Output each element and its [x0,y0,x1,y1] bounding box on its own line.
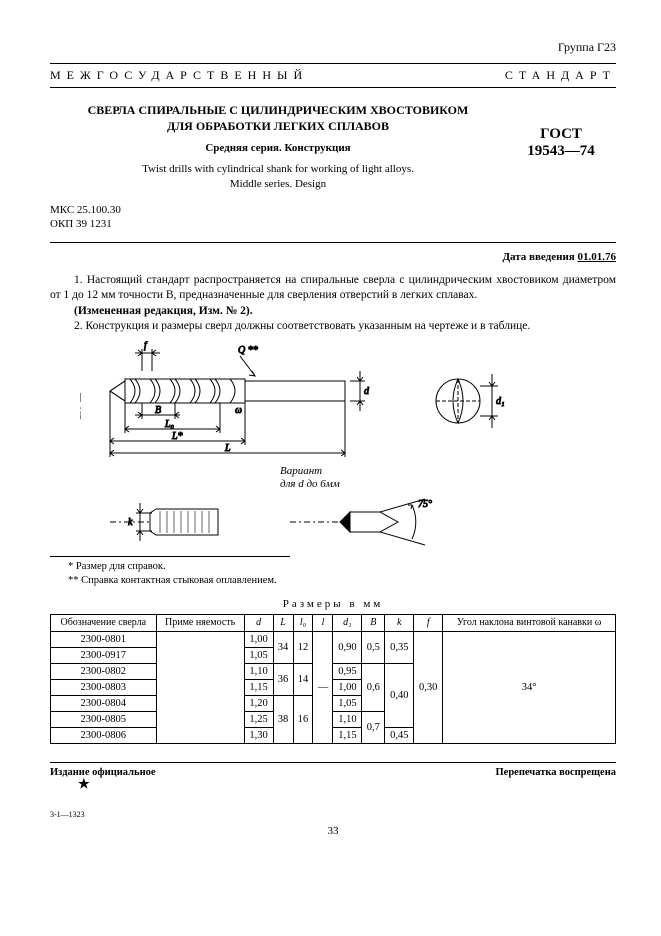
th-l: l [313,615,333,632]
cell: 0,95 [333,664,362,680]
cell: 2300-0806 [51,728,157,744]
cell: 0,6 [362,664,385,712]
separator-line [50,242,616,243]
variant-label-line2: для d до 6мм [280,478,616,491]
cell-usage [156,632,244,744]
cell: 1,25 [244,712,273,728]
th-usage: Приме няемость [156,615,244,632]
cell: 36 [273,664,293,696]
bottom-separator [50,762,616,763]
table-caption: Размеры в мм [50,598,616,610]
cell: 2300-0805 [51,712,157,728]
angle-detail-svg: 75° [290,495,450,550]
angle-75: 75° [418,499,432,510]
intro-date-value: 01.01.76 [578,251,617,263]
group-label: Группа Г23 [50,40,616,55]
cell: 34° [443,632,616,744]
subtitle: Средняя серия. Конструкция [50,142,506,154]
drill-side-view-svg: 130°±2° f Q ** [80,341,370,461]
cell: 1,05 [333,696,362,712]
paragraph-1: 1. Настоящий стандарт распространяется н… [50,273,616,304]
main-title-line2: ДЛЯ ОБРАБОТКИ ЛЕГКИХ СПЛАВОВ [50,118,506,134]
technical-drawing: 130°±2° f Q ** [80,341,616,550]
main-title-line1: СВЕРЛА СПИРАЛЬНЫЕ С ЦИЛИНДРИЧЕСКИМ ХВОСТ… [50,102,506,118]
en-title-line2: Middle series. Design [50,177,506,191]
cell: 34 [273,632,293,664]
table-row: 2300-0801 1,00 34 12 — 0,90 0,5 0,35 0,3… [51,632,616,648]
cell: 12 [293,632,313,664]
th-f: f [414,615,443,632]
footnote-2: ** Справка контактная стыковая оплавлени… [50,574,290,588]
page-number: 33 [50,825,616,837]
cell: 2300-0804 [51,696,157,712]
cell: 0,90 [333,632,362,664]
cell: — [313,632,333,744]
th-omega: Угол наклона винтовой канавки ω [443,615,616,632]
dim-f: f [144,341,148,351]
footer-left: Издание официальное [50,767,156,778]
cell: 1,10 [244,664,273,680]
cell: 0,40 [385,664,414,728]
th-k: k [385,615,414,632]
dim-d1: d₁ [496,396,504,407]
dim-L: L [224,443,231,454]
k-detail-svg: k [100,495,230,550]
cell: 0,30 [414,632,443,744]
cell: 16 [293,696,313,744]
cell: 2300-0803 [51,680,157,696]
en-title-line1: Twist drills with cylindrical shank for … [50,162,506,176]
cell: 1,00 [333,680,362,696]
cell: 0,45 [385,728,414,744]
intro-date: Дата введения 01.01.76 [50,251,616,263]
gost-label: ГОСТ [506,126,616,143]
interstate-standard-header: МЕЖГОСУДАРСТВЕННЫЙ СТАНДАРТ [50,63,616,88]
paragraph-2: 2. Конструкция и размеры сверл должны со… [50,319,616,335]
cell: 38 [273,696,293,744]
cell: 0,7 [362,712,385,744]
table-header-row: Обозначение сверла Приме няемость d L l₀… [51,615,616,632]
th-d1: d₁ [333,615,362,632]
cell: 0,5 [362,632,385,664]
tip-angle-label: 130°±2° [80,388,82,419]
cell: 1,05 [244,648,273,664]
variant-label-line1: Вариант [280,465,616,478]
okp-code: ОКП 39 1231 [50,217,616,231]
cell: 14 [293,664,313,696]
th-l0: l₀ [293,615,313,632]
cell: 1,20 [244,696,273,712]
footnote-1: * Размер для справок. [50,560,290,574]
star-icon: ★ [78,776,156,792]
mks-code: МКС 25.100.30 [50,203,616,217]
th-code: Обозначение сверла [51,615,157,632]
cell: 1,10 [333,712,362,728]
dim-B: B [155,405,161,416]
dim-d: d [364,386,370,397]
th-B: B [362,615,385,632]
intro-date-label: Дата введения [502,251,577,263]
dim-Lstar: L* [171,431,183,442]
paragraph-1-amendment: (Измененная редакция, Изм. № 2). [50,304,616,320]
dim-L0: L₀ [164,419,175,430]
header-left: МЕЖГОСУДАРСТВЕННЫЙ [50,68,308,83]
cell: 1,15 [333,728,362,744]
cell: 2300-0802 [51,664,157,680]
print-code: 3-1—1323 [50,810,616,819]
dim-omega: ω [235,405,242,416]
drill-end-view-svg: d₁ [420,356,510,446]
gost-number: 19543—74 [506,143,616,160]
th-d: d [244,615,273,632]
cell: 0,35 [385,632,414,664]
dim-Q: Q ** [238,345,258,356]
header-right: СТАНДАРТ [505,68,616,83]
cell: 1,30 [244,728,273,744]
dimensions-table: Обозначение сверла Приме няемость d L l₀… [50,614,616,744]
dim-k: k [128,517,133,528]
cell: 2300-0801 [51,632,157,648]
cell: 1,00 [244,632,273,648]
footer-right: Перепечатка воспрещена [496,767,616,792]
cell: 2300-0917 [51,648,157,664]
cell: 1,15 [244,680,273,696]
th-L: L [273,615,293,632]
